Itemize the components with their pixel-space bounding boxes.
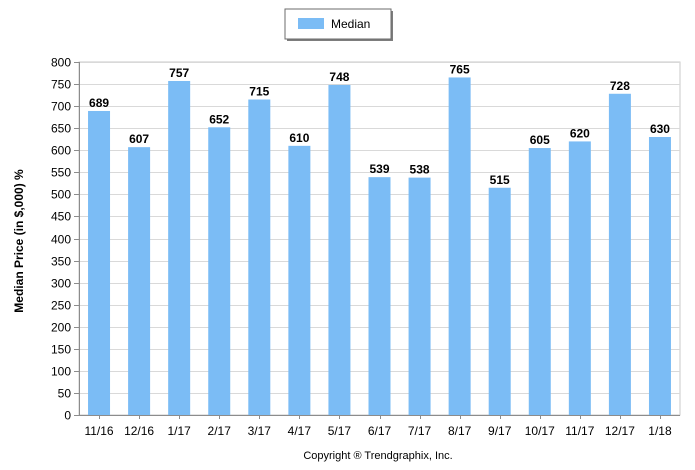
data-labels: 689 607 757 652 715 610 748 539 538 765 515 605 620 7…	[89, 62, 670, 186]
legend-box	[284, 8, 392, 40]
bar	[448, 77, 471, 415]
bars	[88, 77, 671, 416]
data-label: 689	[89, 96, 109, 110]
data-label: 605	[530, 133, 550, 147]
y-axis-title: Median Price (in $,000) %	[12, 169, 26, 313]
bar	[208, 127, 231, 416]
data-label: 620	[570, 126, 590, 140]
y-tick-label: 250	[51, 299, 71, 313]
y-tick-label: 650	[51, 122, 71, 136]
data-label: 610	[289, 131, 309, 145]
legend: Median	[284, 8, 393, 41]
x-tick-label: 5/17	[328, 424, 352, 438]
bar	[568, 141, 591, 416]
y-tick-label: 0	[64, 409, 71, 423]
y-tick-label: 550	[51, 166, 71, 180]
y-tick-label: 800	[51, 56, 71, 70]
y-tick-label: 500	[51, 188, 71, 202]
bar	[608, 93, 631, 416]
data-label: 652	[209, 112, 229, 126]
x-tick-label: 12/16	[124, 424, 154, 438]
bar	[408, 177, 431, 415]
y-tick-label: 600	[51, 144, 71, 158]
data-label: 630	[650, 122, 670, 136]
x-tick-label: 2/17	[208, 424, 232, 438]
data-label: 748	[329, 70, 349, 84]
y-tick-label: 300	[51, 277, 71, 291]
data-label: 715	[249, 85, 269, 99]
y-tick-label: 100	[51, 365, 71, 379]
bar	[488, 187, 511, 415]
bar	[528, 148, 551, 415]
bar	[88, 110, 111, 415]
y-tick-labels: 0 50 100 150 200 250 300 350 400 450 500 550 600 650 7…	[51, 56, 71, 423]
bar	[128, 147, 151, 415]
bar	[648, 137, 671, 415]
y-tick-label: 200	[51, 321, 71, 335]
x-tick-label: 11/16	[84, 424, 113, 438]
data-label: 538	[410, 163, 430, 177]
x-tick-label: 1/18	[648, 424, 672, 438]
data-label: 607	[129, 132, 149, 146]
data-label: 539	[369, 162, 389, 176]
x-tick-label: 6/17	[368, 424, 392, 438]
legend-entry-median: Median	[331, 17, 370, 31]
copyright-text: Copyright ® Trendgraphix, Inc.	[303, 450, 452, 462]
x-tick-label: 1/17	[167, 424, 191, 438]
y-tick-label: 350	[51, 255, 71, 269]
bar	[328, 84, 351, 415]
data-label: 765	[450, 62, 470, 76]
data-label: 757	[169, 66, 189, 80]
legend-swatch	[298, 18, 324, 29]
x-tick-label: 4/17	[288, 424, 312, 438]
x-tick-label: 11/17	[565, 424, 594, 438]
y-tick-label: 750	[51, 78, 71, 92]
y-tick-label: 400	[51, 233, 71, 247]
x-tick-label: 8/17	[448, 424, 472, 438]
y-tick-label: 450	[51, 210, 71, 224]
y-tick-label: 150	[51, 343, 71, 357]
y-tick-label: 50	[58, 387, 72, 401]
bar	[168, 80, 191, 415]
x-tick-label: 12/17	[605, 424, 635, 438]
y-tick-label: 700	[51, 100, 71, 114]
x-tick-labels: 11/16 12/16 1/17 2/17 3/17 4/17 5/17 6/17 7/17 8/…	[84, 424, 672, 438]
x-tick-label: 3/17	[248, 424, 272, 438]
x-tick-label: 7/17	[408, 424, 432, 438]
bar	[248, 99, 271, 415]
data-label: 728	[610, 79, 630, 93]
x-tick-label: 10/17	[525, 424, 555, 438]
x-tick-label: 9/17	[488, 424, 512, 438]
axes	[74, 62, 680, 419]
bar	[368, 177, 391, 415]
bar	[288, 145, 311, 415]
data-label: 515	[490, 173, 510, 187]
